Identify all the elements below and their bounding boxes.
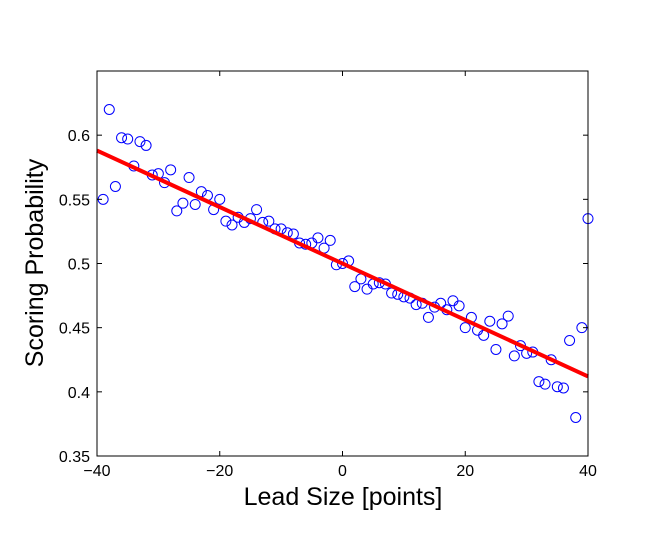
data-point <box>214 193 226 205</box>
y-tick-label: 0.45 <box>59 321 90 338</box>
data-point <box>183 172 195 184</box>
data-point <box>502 310 514 322</box>
x-axis-title: Lead Size [points] <box>244 483 443 511</box>
data-point <box>337 258 348 269</box>
x-tick-label: −40 <box>83 463 110 480</box>
data-point <box>484 315 496 327</box>
data-point <box>171 205 183 217</box>
data-point <box>251 204 263 216</box>
data-point <box>490 343 502 355</box>
data-point <box>116 132 128 144</box>
data-point <box>564 335 576 346</box>
data-point <box>551 381 563 393</box>
data-point <box>220 215 232 227</box>
y-axis-title: Scoring Probability <box>21 158 49 367</box>
data-layer <box>96 104 594 423</box>
data-point <box>349 281 361 293</box>
x-tick-label: 40 <box>579 463 597 480</box>
x-tick-label: 0 <box>338 463 347 480</box>
data-point <box>533 376 545 388</box>
data-point <box>539 378 551 390</box>
y-tick-label: 0.5 <box>68 257 90 274</box>
data-point <box>263 215 275 227</box>
data-point <box>109 181 121 192</box>
data-point <box>122 133 134 145</box>
data-point <box>570 412 582 423</box>
data-point <box>134 136 146 148</box>
x-tick-label: 20 <box>456 463 474 480</box>
data-point <box>324 234 336 246</box>
y-tick-label: 0.6 <box>68 128 90 145</box>
data-point <box>459 322 471 334</box>
data-point <box>453 300 465 312</box>
axes-layer: −40 −20 0 20 40 0.35 0.4 0.45 0.5 0.55 0.6 <box>59 70 597 480</box>
y-tick-label: 0.55 <box>59 192 90 209</box>
y-tick-label: 0.4 <box>68 385 90 402</box>
data-point <box>103 104 115 115</box>
fit-line <box>96 148 589 379</box>
data-point <box>165 164 177 176</box>
data-point <box>508 350 520 362</box>
data-point <box>422 311 434 323</box>
data-point <box>557 382 569 394</box>
data-point <box>496 318 508 330</box>
data-point <box>189 198 201 210</box>
x-tick-label: −20 <box>206 463 233 480</box>
y-tick-label: 0.35 <box>59 449 90 466</box>
data-point <box>226 219 238 231</box>
data-point <box>140 139 152 151</box>
data-point <box>177 197 189 209</box>
data-point <box>312 232 324 244</box>
